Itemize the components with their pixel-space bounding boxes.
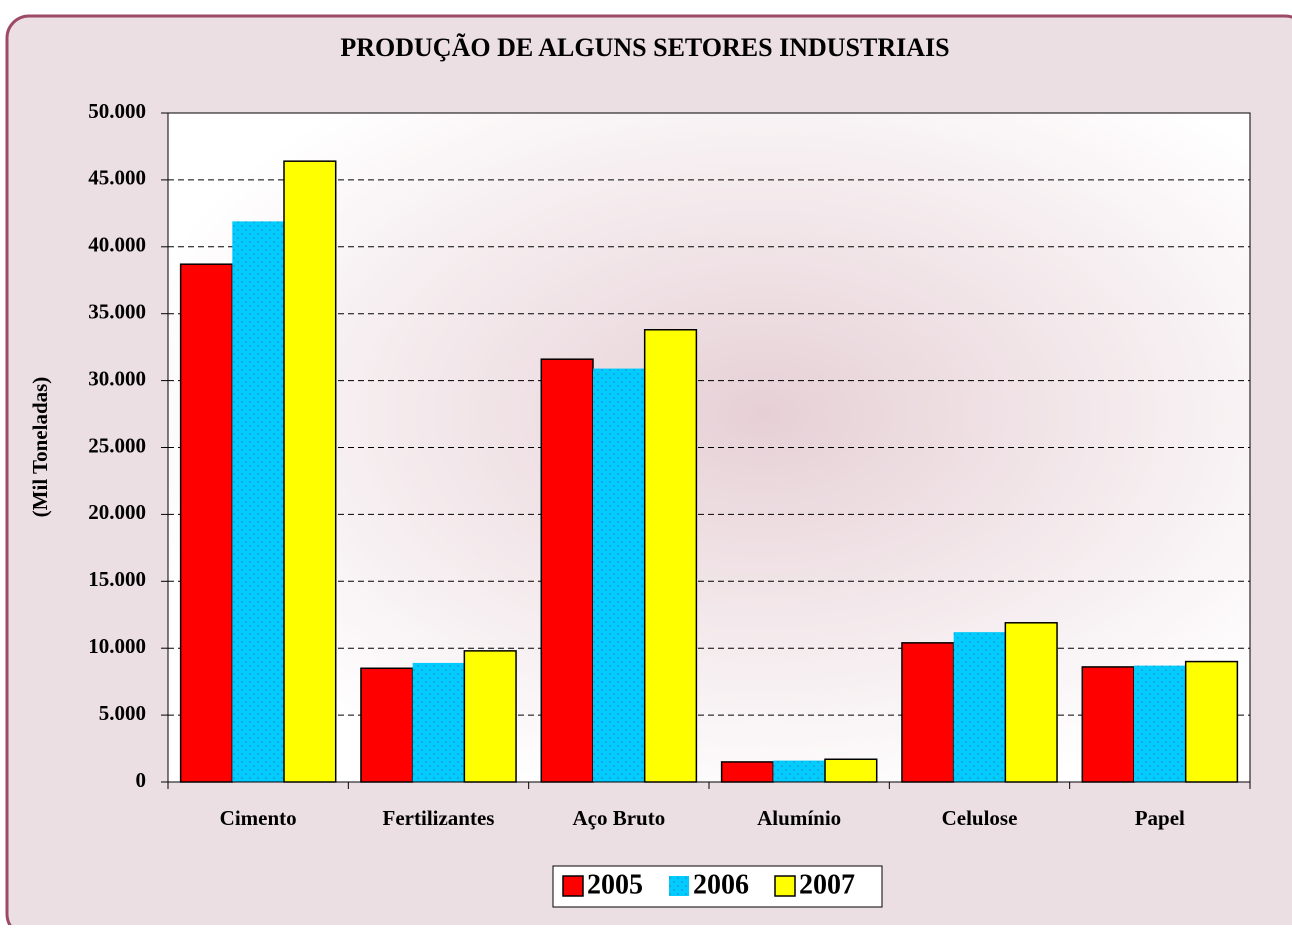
bar xyxy=(179,263,234,783)
bar xyxy=(824,758,878,783)
bar xyxy=(1133,665,1186,782)
y-tick-label: 5.000 xyxy=(99,701,146,725)
legend-swatch xyxy=(669,876,689,896)
y-tick-label: 15.000 xyxy=(88,567,146,591)
chart-title: PRODUÇÃO DE ALGUNS SETORES INDUSTRIAIS xyxy=(340,33,949,62)
y-tick-label: 25.000 xyxy=(88,433,146,457)
y-axis-label: (Mil Toneladas) xyxy=(28,377,52,518)
y-tick-label: 50.000 xyxy=(88,99,146,123)
bar xyxy=(463,650,517,783)
y-tick-label: 35.000 xyxy=(88,300,146,324)
x-tick-label: Fertilizantes xyxy=(383,806,495,830)
x-tick-label: Alumínio xyxy=(757,806,841,830)
y-tick-label: 20.000 xyxy=(88,500,146,524)
bar xyxy=(283,160,337,783)
bar xyxy=(360,667,414,783)
bar xyxy=(232,221,285,783)
x-tick-label: Papel xyxy=(1135,806,1185,830)
y-tick-label: 30.000 xyxy=(88,366,146,390)
legend-swatch xyxy=(562,875,584,897)
bar xyxy=(1081,666,1135,783)
legend-swatch xyxy=(774,875,796,897)
bar xyxy=(1184,660,1239,783)
legend-label: 2005 xyxy=(587,869,643,900)
bar xyxy=(592,368,645,782)
x-tick-label: Celulose xyxy=(942,806,1018,830)
y-tick-label: 0 xyxy=(136,768,147,792)
legend-box xyxy=(552,865,883,908)
x-tick-label: Cimento xyxy=(220,806,297,830)
legend-label: 2006 xyxy=(693,869,749,900)
bar xyxy=(901,642,955,783)
bar xyxy=(643,329,698,783)
y-tick-label: 45.000 xyxy=(88,166,146,190)
y-tick-label: 10.000 xyxy=(88,634,146,658)
bar xyxy=(720,761,775,783)
bar xyxy=(412,662,465,782)
bar xyxy=(953,632,1006,782)
bar xyxy=(540,358,594,783)
legend-label: 2007 xyxy=(799,869,855,900)
bar xyxy=(1004,622,1058,783)
y-tick-label: 40.000 xyxy=(88,233,146,257)
bar xyxy=(773,760,826,782)
x-tick-label: Aço Bruto xyxy=(572,806,665,830)
